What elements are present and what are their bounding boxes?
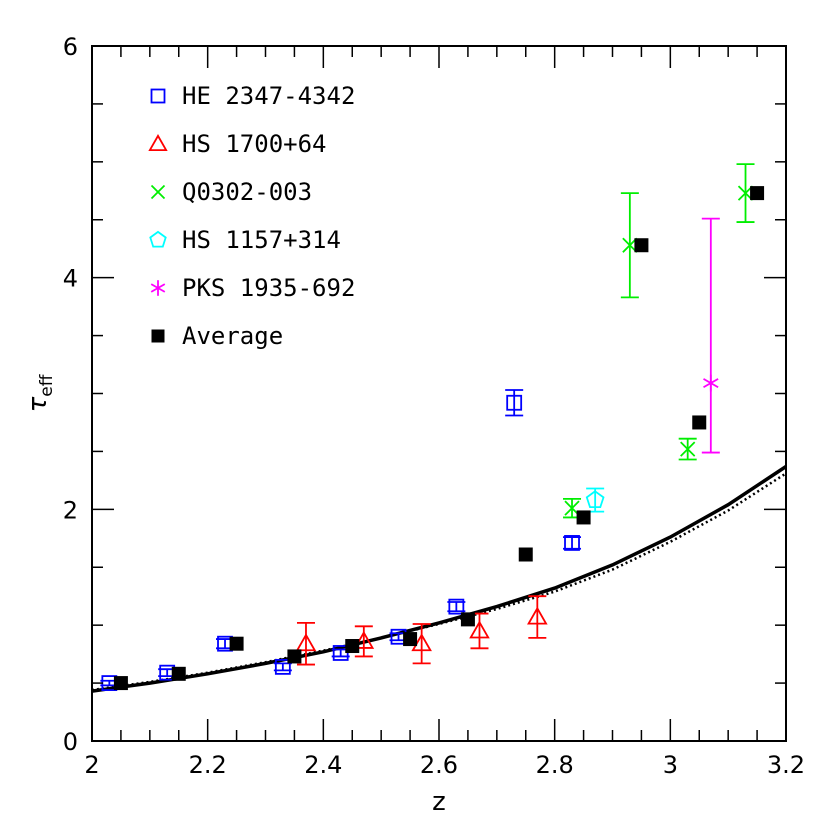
series-average [113, 186, 765, 691]
y-tick-label: 6 [63, 33, 78, 61]
legend-item: PKS 1935-692 [150, 274, 355, 302]
marker-cross [150, 184, 166, 200]
marker-square-filled [403, 632, 418, 647]
marker-square-filled [518, 547, 533, 562]
marker-square-filled [229, 636, 244, 651]
marker-square-filled [750, 186, 765, 201]
legend: HE 2347-4342 HS 1700+64 Q0302-003 HS 1157+3… [148, 82, 355, 350]
marker-square-filled [692, 415, 707, 430]
x-tick-label: 3 [663, 751, 678, 779]
marker-triangle-open [148, 134, 168, 151]
marker-cross [680, 441, 696, 457]
legend-item: HS 1700+64 [148, 130, 327, 158]
marker-asterisk [150, 280, 166, 296]
legend-item: HS 1157+314 [149, 226, 341, 254]
y-axis-label-symbol: τ [23, 396, 53, 412]
marker-square-filled [576, 510, 591, 525]
marker-square-open [506, 394, 523, 411]
x-tick-label: 2.4 [304, 751, 342, 779]
error-bar [701, 217, 720, 454]
marker-pentagon-open [149, 230, 167, 248]
marker-square-filled [113, 676, 128, 691]
legend-label: HS 1700+64 [182, 130, 327, 158]
series-pks-1935-692 [701, 217, 720, 454]
marker-square-filled [460, 612, 475, 627]
error-bar [447, 601, 466, 613]
y-axis-label-subscript: eff [37, 373, 57, 396]
error-bar [505, 389, 524, 417]
data-points [100, 163, 765, 691]
model-curve-dotted [92, 472, 786, 692]
legend-item: HE 2347-4342 [150, 82, 355, 110]
x-tick-label: 2 [84, 751, 99, 779]
legend-label: PKS 1935-692 [182, 274, 355, 302]
y-tick-label: 2 [63, 496, 78, 524]
marker-asterisk [703, 374, 719, 392]
marker-square-filled [287, 649, 302, 664]
legend-item: Average [151, 322, 283, 350]
model-curve-solid [92, 465, 786, 693]
legend-label: HS 1157+314 [182, 226, 341, 254]
marker-square-open [448, 598, 465, 615]
x-tick-label: 3.2 [767, 751, 805, 779]
legend-label: Average [182, 322, 283, 350]
marker-square-open [564, 535, 580, 551]
error-bar [296, 621, 315, 666]
marker-triangle-open [353, 630, 375, 649]
series-he-2347-4342 [100, 389, 582, 691]
y-axis-label: τeff [23, 373, 57, 412]
marker-square-filled [634, 238, 649, 253]
x-axis-label: z [432, 787, 446, 817]
legend-label: HE 2347-4342 [182, 82, 355, 110]
marker-pentagon-open [585, 490, 605, 509]
error-bar [563, 536, 582, 550]
marker-square-filled [345, 639, 360, 654]
y-tick-label: 4 [63, 265, 78, 293]
marker-square-open [150, 88, 166, 104]
marker-triangle-open [527, 606, 548, 625]
marker-square-open [274, 658, 291, 675]
x-tick-label: 2.8 [536, 751, 574, 779]
marker-triangle-open [411, 633, 432, 652]
marker-triangle-open [295, 633, 317, 652]
axis-ticks [91, 45, 787, 742]
marker-triangle-open [469, 620, 490, 639]
legend-item: Q0302-003 [150, 178, 312, 206]
marker-square-filled [171, 666, 186, 681]
x-tick-label: 2.6 [420, 751, 458, 779]
error-bar [412, 623, 431, 665]
model-curves [92, 465, 786, 693]
marker-square-filled [151, 329, 165, 343]
series-q0302-003 [563, 163, 755, 519]
error-bar [528, 595, 547, 639]
legend-label: Q0302-003 [182, 178, 312, 206]
series-hs-1157-314 [585, 487, 605, 513]
series-hs-1700-64 [295, 595, 548, 666]
x-tick-label: 2.2 [189, 751, 227, 779]
y-tick-label: 0 [63, 728, 78, 756]
